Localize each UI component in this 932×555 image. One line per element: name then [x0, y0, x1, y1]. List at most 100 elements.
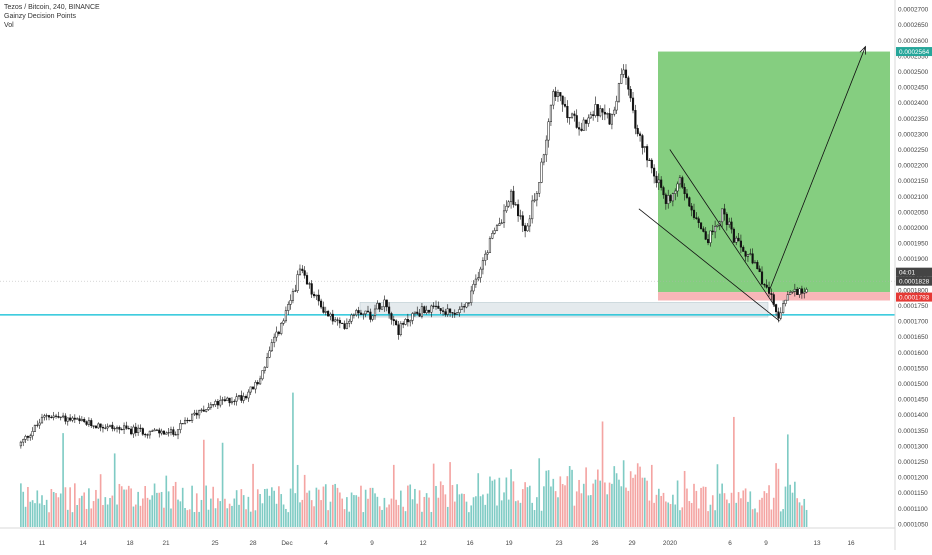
- volume-bar: [716, 464, 719, 527]
- candle-body: [634, 110, 637, 129]
- y-tick-label: 0.0001600: [898, 350, 929, 357]
- volume-bar: [782, 509, 784, 527]
- candle-body: [341, 322, 344, 324]
- volume-bar: [503, 492, 505, 527]
- candle-body: [83, 419, 86, 422]
- candle-body: [296, 274, 299, 291]
- volume-bar: [430, 511, 433, 527]
- candle-body: [481, 260, 484, 270]
- candle-body: [524, 225, 527, 232]
- candle-body: [542, 154, 545, 163]
- volume-bar: [266, 488, 268, 527]
- candle-body: [111, 424, 114, 429]
- candle-body: [653, 167, 656, 177]
- candle-body: [540, 161, 543, 183]
- candle-body: [470, 290, 473, 303]
- volume-bar: [78, 498, 81, 527]
- volume-bar: [794, 481, 796, 527]
- candle-body: [575, 115, 578, 128]
- y-tick-label: 0.0001250: [898, 459, 929, 466]
- volume-bar: [71, 512, 74, 527]
- volume-bar: [615, 473, 618, 527]
- volume-bar: [374, 493, 376, 527]
- volume-bar: [702, 486, 705, 527]
- candle-body: [547, 121, 550, 141]
- candle-body: [216, 401, 219, 406]
- volume-bar: [482, 494, 484, 527]
- volume-bar: [761, 497, 763, 527]
- candle-body: [692, 209, 696, 218]
- candle-body: [352, 314, 355, 316]
- candle-body: [566, 105, 569, 119]
- candle-body: [160, 430, 163, 434]
- volume-bar: [801, 505, 803, 527]
- volume-label: Vol: [4, 22, 14, 29]
- y-tick-label: 0.0002250: [898, 147, 929, 154]
- candle-body: [486, 252, 489, 255]
- volume-bar: [367, 498, 369, 527]
- y-tick-label: 0.0001100: [898, 506, 928, 513]
- candle-body: [94, 425, 97, 429]
- candle-body: [263, 366, 266, 371]
- volume-bar: [493, 479, 496, 527]
- channel-upper-line: [669, 149, 776, 308]
- stop-price-tag: 0.0001793: [899, 295, 930, 302]
- volume-bar: [625, 487, 627, 527]
- x-tick-label: 19: [505, 540, 513, 547]
- candle-body: [373, 308, 377, 317]
- candle-body: [237, 395, 241, 397]
- volume-bar: [599, 480, 602, 527]
- volume-bar: [113, 453, 116, 527]
- volume-bar: [578, 479, 580, 527]
- candle-body: [650, 159, 653, 169]
- candle-body: [425, 309, 428, 314]
- candle-body: [324, 311, 327, 313]
- candle-body: [209, 404, 212, 408]
- candle-body: [90, 420, 93, 427]
- candle-body: [793, 288, 796, 292]
- candle-body: [758, 268, 761, 273]
- candle-body: [617, 83, 621, 102]
- volume-bar: [327, 510, 329, 527]
- x-tick-label: 18: [126, 540, 134, 547]
- volume-bar: [123, 489, 125, 527]
- candle-body: [308, 283, 311, 285]
- volume-bar: [458, 494, 461, 527]
- candle-body: [369, 311, 372, 320]
- volume-bar: [468, 512, 470, 527]
- volume-bar: [156, 492, 158, 527]
- candle-body: [29, 435, 32, 438]
- volume-bar: [130, 488, 132, 527]
- volume-bar: [134, 504, 137, 527]
- volume-bar: [125, 489, 128, 527]
- candle-body: [362, 313, 365, 315]
- candle-body: [563, 104, 567, 107]
- candle-body: [620, 74, 623, 84]
- volume-bar: [550, 486, 552, 527]
- volume-bar: [557, 497, 559, 527]
- y-tick-label: 0.0001350: [898, 428, 929, 435]
- volume-bar: [343, 509, 346, 527]
- volume-bar: [88, 488, 90, 527]
- volume-bar: [536, 497, 538, 527]
- candle-body: [786, 294, 789, 301]
- candle-body: [664, 194, 667, 204]
- volume-bar: [526, 487, 529, 527]
- candle-body: [26, 436, 29, 438]
- candle-body: [531, 200, 534, 220]
- volume-bar: [543, 486, 545, 527]
- volume-bar: [657, 488, 660, 527]
- y-tick-label: 0.0002050: [898, 209, 929, 216]
- volume-bar: [435, 485, 437, 527]
- candle-body: [240, 395, 243, 401]
- candle-body: [491, 233, 494, 239]
- candle-body: [805, 289, 808, 293]
- volume-bar: [669, 504, 672, 527]
- y-tick-label: 0.0001150: [898, 490, 928, 497]
- volume-bar: [310, 500, 313, 527]
- candle-body: [366, 310, 370, 313]
- candle-body: [47, 415, 51, 418]
- candle-body: [329, 313, 332, 317]
